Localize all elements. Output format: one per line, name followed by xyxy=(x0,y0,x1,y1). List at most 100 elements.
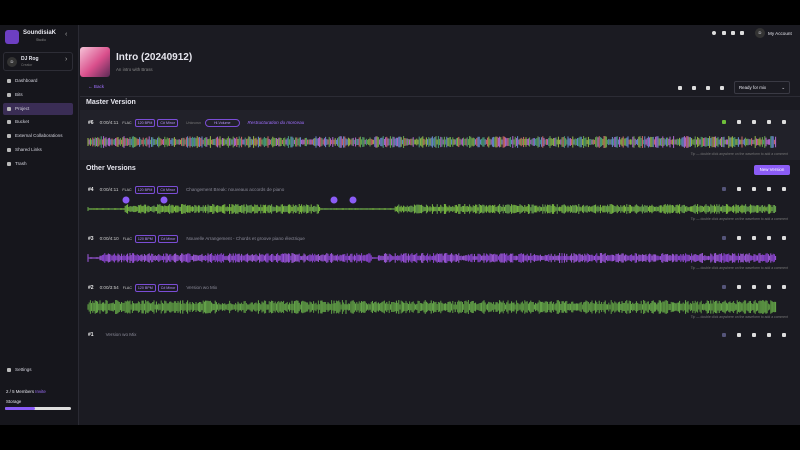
comment-marker[interactable] xyxy=(122,196,130,204)
key: C# Minor xyxy=(157,284,179,292)
action[interactable] xyxy=(767,333,771,337)
version-row: #4 0:00/4:11 FLAC 120 BPM C# Minor Changement… xyxy=(88,186,284,194)
action[interactable] xyxy=(752,236,756,240)
sidebar: SoundisiaK Studio ‹ D DJ Rog Creator › D… xyxy=(0,25,79,425)
status-select[interactable]: Ready for mix ⌄ xyxy=(734,81,790,94)
flag: Unknown xyxy=(185,121,201,126)
note: Version wo Mix xyxy=(105,332,137,337)
version-row: #6 0:00/4:11 FLAC 120 BPM C# Minor Unknown Hi-… xyxy=(88,119,304,127)
header-icons xyxy=(678,86,726,91)
action[interactable] xyxy=(782,187,786,191)
comment-marker[interactable] xyxy=(330,196,338,204)
back-label: Back xyxy=(93,84,105,89)
tip: Tip — double click anywhere on the wavef… xyxy=(690,217,788,221)
row-actions xyxy=(722,236,786,241)
format: FLAC xyxy=(122,286,132,291)
format: FLAC xyxy=(122,237,132,242)
note: Changement Break: nouveaux accords de pi… xyxy=(185,187,285,193)
time: 0:00/4:10 xyxy=(99,236,119,242)
tip: Tip — double click anywhere on the wavef… xyxy=(690,315,788,319)
back[interactable]: ← Back xyxy=(88,84,105,89)
key: C# Minor xyxy=(157,235,179,243)
divider xyxy=(80,96,800,97)
note: Version wo Mix xyxy=(186,285,218,291)
action[interactable] xyxy=(737,333,741,337)
note: Nouvelle Arrangement - Chords et groove … xyxy=(186,236,305,242)
collapse[interactable]: ‹ xyxy=(65,31,68,38)
user-role: Creator xyxy=(21,63,33,67)
action[interactable] xyxy=(767,285,771,289)
storage-bar xyxy=(5,407,71,410)
row-actions xyxy=(722,333,786,338)
action[interactable] xyxy=(722,333,726,337)
action[interactable] xyxy=(782,333,786,337)
invite[interactable]: Invite xyxy=(35,389,46,394)
top-icons xyxy=(712,31,746,36)
flag: Hi-Volume xyxy=(204,119,240,127)
nav-label: External Collaborations xyxy=(15,133,63,139)
brand-sub: Studio xyxy=(36,38,46,42)
version-number: #6 xyxy=(88,120,94,127)
bpm: 120 BPM xyxy=(134,186,156,194)
action[interactable] xyxy=(782,120,786,124)
action[interactable] xyxy=(782,285,786,289)
others-heading: Other Versions xyxy=(86,165,136,172)
nav-item[interactable]: Trash xyxy=(3,158,73,170)
action[interactable] xyxy=(722,187,726,191)
title: Intro (20240912) xyxy=(116,52,193,63)
action[interactable] xyxy=(752,187,756,191)
action[interactable] xyxy=(722,120,726,124)
profile[interactable]: D DJ Rog Creator › xyxy=(3,52,73,71)
nav-label: Shared Links xyxy=(15,147,42,152)
key: C# Minor xyxy=(157,186,178,194)
nav-item[interactable]: Project xyxy=(3,102,73,115)
comment-marker[interactable] xyxy=(160,196,168,204)
action[interactable] xyxy=(752,120,756,124)
chevron: › xyxy=(65,56,68,63)
action[interactable] xyxy=(767,187,771,191)
members-count: 2 / 5 Members xyxy=(6,389,35,394)
nav-item[interactable]: Bucket xyxy=(3,116,73,128)
nav-item[interactable]: Bits xyxy=(3,89,73,101)
action[interactable] xyxy=(752,333,756,337)
version-number: #3 xyxy=(88,236,94,243)
action[interactable] xyxy=(767,236,771,240)
version-row: #2 0:00/3:54 FLAC 120 BPM C# Minor Version wo… xyxy=(88,284,217,292)
waveforms xyxy=(87,136,777,314)
account-avatar[interactable]: D xyxy=(755,28,765,38)
action[interactable] xyxy=(752,285,756,289)
bpm: 120 BPM xyxy=(134,284,156,292)
nav-label: Dashboard xyxy=(15,78,38,83)
tip: Tip — double click anywhere on the wavef… xyxy=(690,152,788,156)
storage-label: Storage xyxy=(6,399,22,404)
nav-item[interactable]: Dashboard xyxy=(3,75,73,87)
action[interactable] xyxy=(782,236,786,240)
action[interactable] xyxy=(737,285,741,289)
action[interactable] xyxy=(767,120,771,124)
master-card xyxy=(80,110,800,160)
account[interactable]: My Account xyxy=(768,31,792,36)
avatar: D xyxy=(7,57,17,67)
version-number: #1 xyxy=(88,332,94,338)
comment-marker[interactable] xyxy=(349,196,357,204)
format: FLAC xyxy=(122,188,132,193)
nav-item[interactable]: Shared Links xyxy=(3,144,73,156)
action[interactable] xyxy=(737,187,741,191)
master-heading: Master Version xyxy=(86,99,136,106)
cover xyxy=(80,47,110,77)
action[interactable] xyxy=(737,236,741,240)
action[interactable] xyxy=(722,236,726,240)
action[interactable] xyxy=(737,120,741,124)
new-version[interactable]: New Version xyxy=(754,165,790,175)
tip: Tip — double click anywhere on the wavef… xyxy=(690,266,788,270)
action[interactable] xyxy=(722,285,726,289)
time: 0:00/4:11 xyxy=(99,120,119,126)
settings[interactable]: Settings xyxy=(3,364,73,376)
format: FLAC xyxy=(122,121,132,126)
row-actions xyxy=(722,187,786,192)
nav-item[interactable]: External Collaborations xyxy=(3,130,73,142)
subtitle: An intro with Brass xyxy=(116,67,153,72)
bpm: 120 BPM xyxy=(134,235,156,243)
row-actions xyxy=(722,285,786,290)
